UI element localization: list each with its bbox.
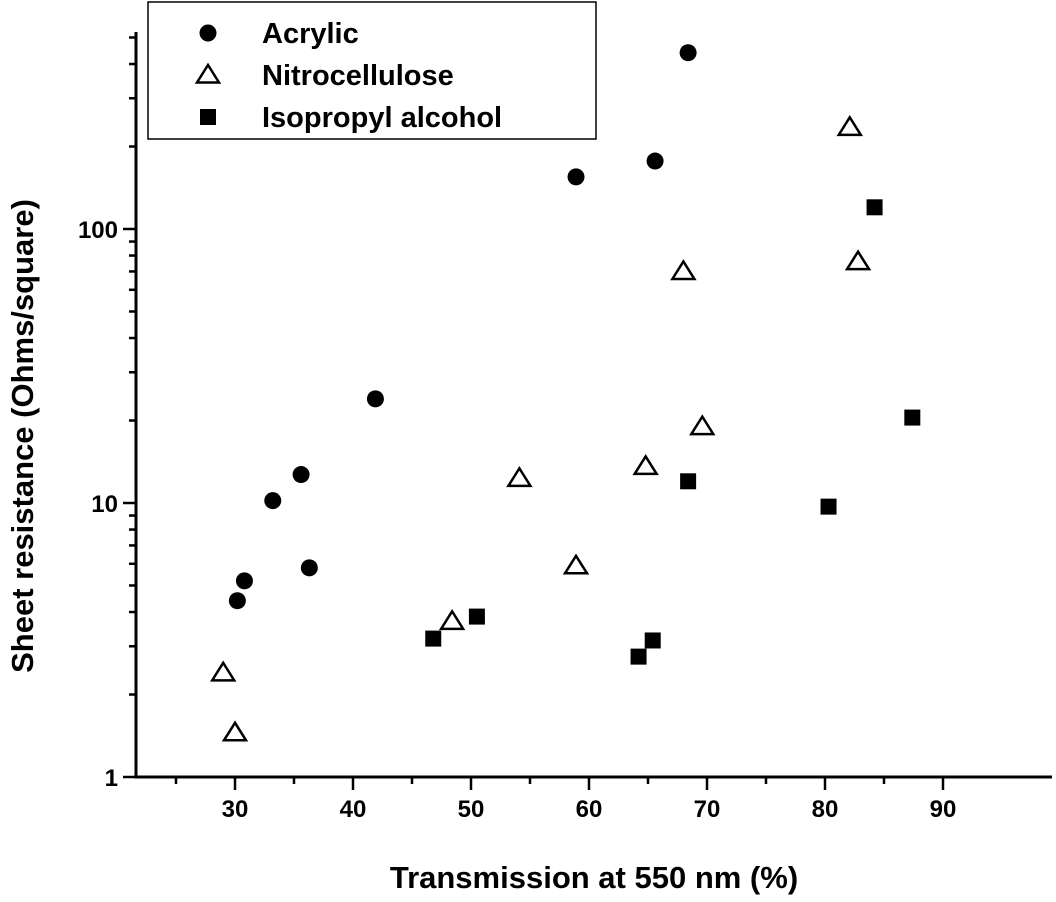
data-point — [646, 152, 664, 170]
data-point — [679, 44, 697, 62]
data-point — [680, 473, 697, 490]
x-tick-label: 30 — [222, 796, 249, 823]
data-point — [630, 648, 647, 665]
legend-marker — [199, 24, 217, 42]
data-point — [689, 414, 716, 436]
y-tick-label: 100 — [78, 217, 118, 244]
data-point — [209, 660, 237, 682]
y-tick-label: 10 — [91, 491, 118, 518]
legend-box — [147, 1, 597, 140]
x-tick-label: 90 — [930, 796, 957, 823]
data-point — [904, 409, 921, 426]
data-point — [438, 608, 466, 631]
data-point — [221, 720, 249, 742]
x-tick-label: 70 — [694, 796, 721, 823]
x-axis-title: Transmission at 550 nm (%) — [390, 860, 798, 895]
legend-label: Isopropyl alcohol — [262, 102, 502, 134]
data-point — [468, 608, 485, 625]
x-tick-label: 40 — [340, 796, 367, 823]
data-point — [228, 592, 246, 610]
y-axis-title: Sheet resistance (Ohms/square) — [5, 199, 40, 673]
x-tick-label: 50 — [458, 796, 485, 823]
axis-ticks — [123, 36, 945, 790]
data-point — [670, 259, 697, 281]
y-tick-label: 1 — [105, 765, 118, 792]
legend-marker — [194, 62, 222, 84]
data-points — [209, 44, 921, 742]
data-point — [366, 390, 384, 408]
axis-tick-labels: 30 40 50 60 70 80 90 1 10 100 — [78, 217, 956, 823]
data-point — [506, 466, 533, 488]
x-tick-label: 80 — [812, 796, 839, 823]
data-point — [844, 249, 872, 271]
data-point — [425, 630, 442, 647]
legend: Acrylic Nitrocellulose Isopropyl alcohol — [147, 1, 597, 140]
series-isopropyl-alcohol — [425, 199, 921, 665]
legend-marker — [200, 109, 216, 125]
data-point — [562, 553, 590, 575]
data-point — [235, 572, 253, 590]
data-point — [836, 114, 864, 137]
x-tick-label: 60 — [576, 796, 603, 823]
data-point — [866, 199, 883, 216]
data-point — [300, 559, 318, 577]
series-acrylic — [228, 44, 697, 610]
data-point — [820, 498, 837, 515]
data-point — [632, 454, 659, 476]
data-point — [292, 466, 310, 484]
series-nitrocellulose — [209, 114, 872, 742]
data-point — [567, 168, 585, 186]
legend-label: Acrylic — [262, 18, 359, 50]
legend-label: Nitrocellulose — [262, 60, 454, 92]
data-point — [264, 492, 282, 510]
data-point — [644, 632, 661, 649]
